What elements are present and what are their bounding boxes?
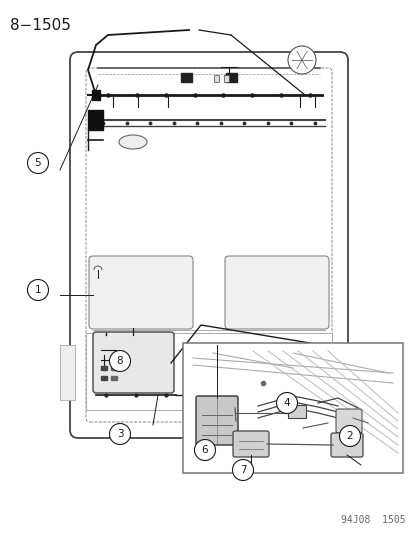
Circle shape (109, 424, 130, 445)
Text: 8−1505: 8−1505 (10, 18, 71, 33)
Text: 5: 5 (35, 158, 41, 168)
Text: 3: 3 (116, 429, 123, 439)
FancyBboxPatch shape (93, 332, 173, 393)
Bar (180, 73, 192, 82)
Circle shape (194, 440, 215, 461)
Circle shape (339, 425, 360, 447)
Bar (183, 343, 402, 473)
FancyBboxPatch shape (224, 256, 328, 329)
Text: 2: 2 (346, 431, 352, 441)
Circle shape (27, 152, 48, 174)
Text: 1: 1 (35, 285, 41, 295)
Bar (101, 366, 107, 370)
Bar (223, 75, 228, 82)
Bar (92, 90, 100, 100)
FancyBboxPatch shape (195, 396, 237, 445)
Bar (111, 366, 117, 370)
Circle shape (276, 392, 297, 414)
FancyBboxPatch shape (89, 256, 192, 329)
Text: 6: 6 (201, 445, 208, 455)
Bar (111, 376, 117, 380)
FancyBboxPatch shape (330, 433, 362, 457)
Text: 94J08  1505: 94J08 1505 (341, 515, 405, 525)
Circle shape (235, 363, 242, 371)
Bar (86, 333, 331, 410)
Bar (225, 73, 236, 82)
Bar (287, 405, 305, 418)
Text: 4: 4 (283, 398, 290, 408)
Circle shape (232, 459, 253, 481)
Circle shape (228, 357, 248, 377)
Text: 7: 7 (239, 465, 246, 475)
FancyBboxPatch shape (335, 409, 361, 433)
Circle shape (287, 46, 315, 74)
Bar (342, 345, 357, 400)
Bar (214, 75, 218, 82)
Circle shape (109, 351, 130, 372)
Ellipse shape (119, 135, 147, 149)
Bar (101, 376, 107, 380)
FancyBboxPatch shape (233, 431, 268, 457)
Circle shape (27, 279, 48, 301)
Bar (88, 110, 103, 130)
Text: 8: 8 (116, 356, 123, 366)
Bar (60, 345, 75, 400)
FancyBboxPatch shape (70, 52, 347, 438)
